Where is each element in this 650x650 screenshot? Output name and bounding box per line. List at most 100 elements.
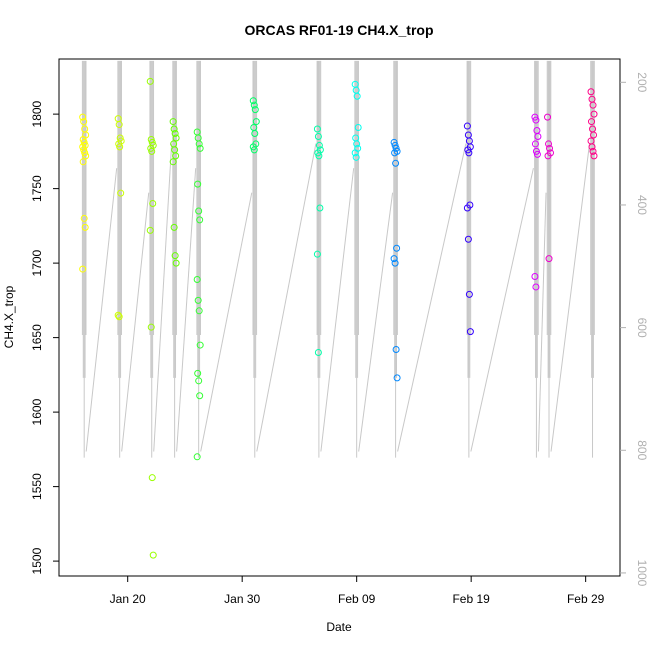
- data-point: [249, 97, 257, 105]
- data-point: [532, 283, 540, 291]
- data-point: [391, 149, 399, 157]
- pressure-transit-line: [153, 143, 173, 452]
- y-tick-label: 1800: [30, 100, 44, 127]
- data-point: [590, 152, 598, 160]
- data-point: [464, 146, 472, 154]
- x-tick-label: Jan 30: [224, 592, 260, 606]
- y2-axis: 200 400 600 800 1000: [620, 72, 649, 587]
- data-point: [194, 180, 202, 188]
- data-point: [80, 138, 88, 146]
- data-point: [82, 152, 90, 160]
- y2-tick-label: 1000: [635, 560, 649, 587]
- data-point: [251, 129, 259, 137]
- data-point: [250, 146, 258, 154]
- plot-frame: [58, 58, 621, 577]
- data-point: [353, 140, 361, 148]
- pressure-transit-line: [537, 192, 547, 452]
- data-point: [149, 551, 157, 559]
- y-tick-label: 1550: [30, 473, 44, 500]
- data-point: [392, 159, 400, 167]
- data-point: [544, 113, 552, 121]
- y2-tick-label: 200: [635, 72, 649, 92]
- data-point: [169, 118, 177, 126]
- data-point: [80, 118, 88, 126]
- pressure-transit-line: [85, 168, 118, 452]
- data-point: [588, 118, 596, 126]
- data-point: [148, 474, 156, 482]
- data-point: [172, 134, 180, 142]
- data-point: [390, 138, 398, 146]
- data-point: [590, 131, 598, 139]
- data-point: [147, 144, 155, 152]
- data-point: [316, 204, 324, 212]
- data-point: [80, 214, 88, 222]
- data-point: [195, 207, 203, 215]
- data-point: [465, 149, 473, 157]
- data-point: [587, 88, 595, 96]
- data-point: [79, 265, 87, 273]
- data-point: [169, 158, 177, 166]
- y-tick-label: 1500: [30, 547, 44, 574]
- data-point: [115, 313, 123, 321]
- data-point: [589, 147, 597, 155]
- data-point: [114, 311, 122, 319]
- data-point: [115, 121, 123, 129]
- data-point: [314, 149, 322, 157]
- data-point: [392, 144, 400, 152]
- y2-tick-label: 800: [635, 440, 649, 460]
- pressure-transit-line: [121, 192, 150, 452]
- data-point: [252, 118, 260, 126]
- data-point: [354, 124, 362, 132]
- y-tick-label: 1650: [30, 324, 44, 351]
- data-point: [393, 244, 401, 252]
- data-point: [147, 323, 155, 331]
- data-point: [314, 132, 322, 140]
- data-point: [534, 132, 542, 140]
- data-point: [193, 453, 201, 461]
- data-point: [315, 152, 323, 160]
- data-point: [463, 204, 471, 212]
- data-point: [148, 147, 156, 155]
- y2-tick-label: 400: [635, 195, 649, 215]
- data-point: [79, 143, 87, 151]
- data-point: [196, 216, 204, 224]
- data-point: [465, 290, 473, 298]
- pressure-transit-line: [200, 192, 253, 452]
- data-point: [532, 147, 540, 155]
- pressure-transit-line: [358, 192, 394, 452]
- y-tick-label: 1600: [30, 398, 44, 425]
- pressure-transit-line: [320, 168, 355, 452]
- data-point: [195, 377, 203, 385]
- data-point: [172, 259, 180, 267]
- data-point: [146, 226, 154, 234]
- data-point: [390, 255, 398, 263]
- data-point: [196, 392, 204, 400]
- pressure-layer: [81, 60, 595, 458]
- data-point: [196, 144, 204, 152]
- y-tick-label: 1750: [30, 175, 44, 202]
- data-point: [590, 110, 598, 118]
- points-layer: [79, 77, 598, 559]
- pressure-transit-line: [470, 168, 534, 452]
- data-point: [589, 101, 597, 109]
- x-axis-label: Date: [326, 620, 352, 634]
- data-point: [171, 252, 179, 260]
- y-axis: 1500 1550 1600 1650 1700 1750 1800: [30, 100, 59, 574]
- data-point: [146, 77, 154, 85]
- data-point: [117, 189, 125, 197]
- data-point: [531, 273, 539, 281]
- chart-title: ORCAS RF01-19 CH4.X_trop: [244, 22, 433, 38]
- data-point: [196, 341, 204, 349]
- data-point: [193, 276, 201, 284]
- data-point: [314, 349, 322, 357]
- data-point: [170, 223, 178, 231]
- data-point: [79, 158, 87, 166]
- data-point: [79, 135, 87, 143]
- data-point: [466, 328, 474, 336]
- data-point: [170, 125, 178, 133]
- data-point: [149, 200, 157, 208]
- y2-tick-label: 600: [635, 318, 649, 338]
- x-tick-label: Feb 19: [452, 592, 490, 606]
- data-point: [80, 146, 88, 154]
